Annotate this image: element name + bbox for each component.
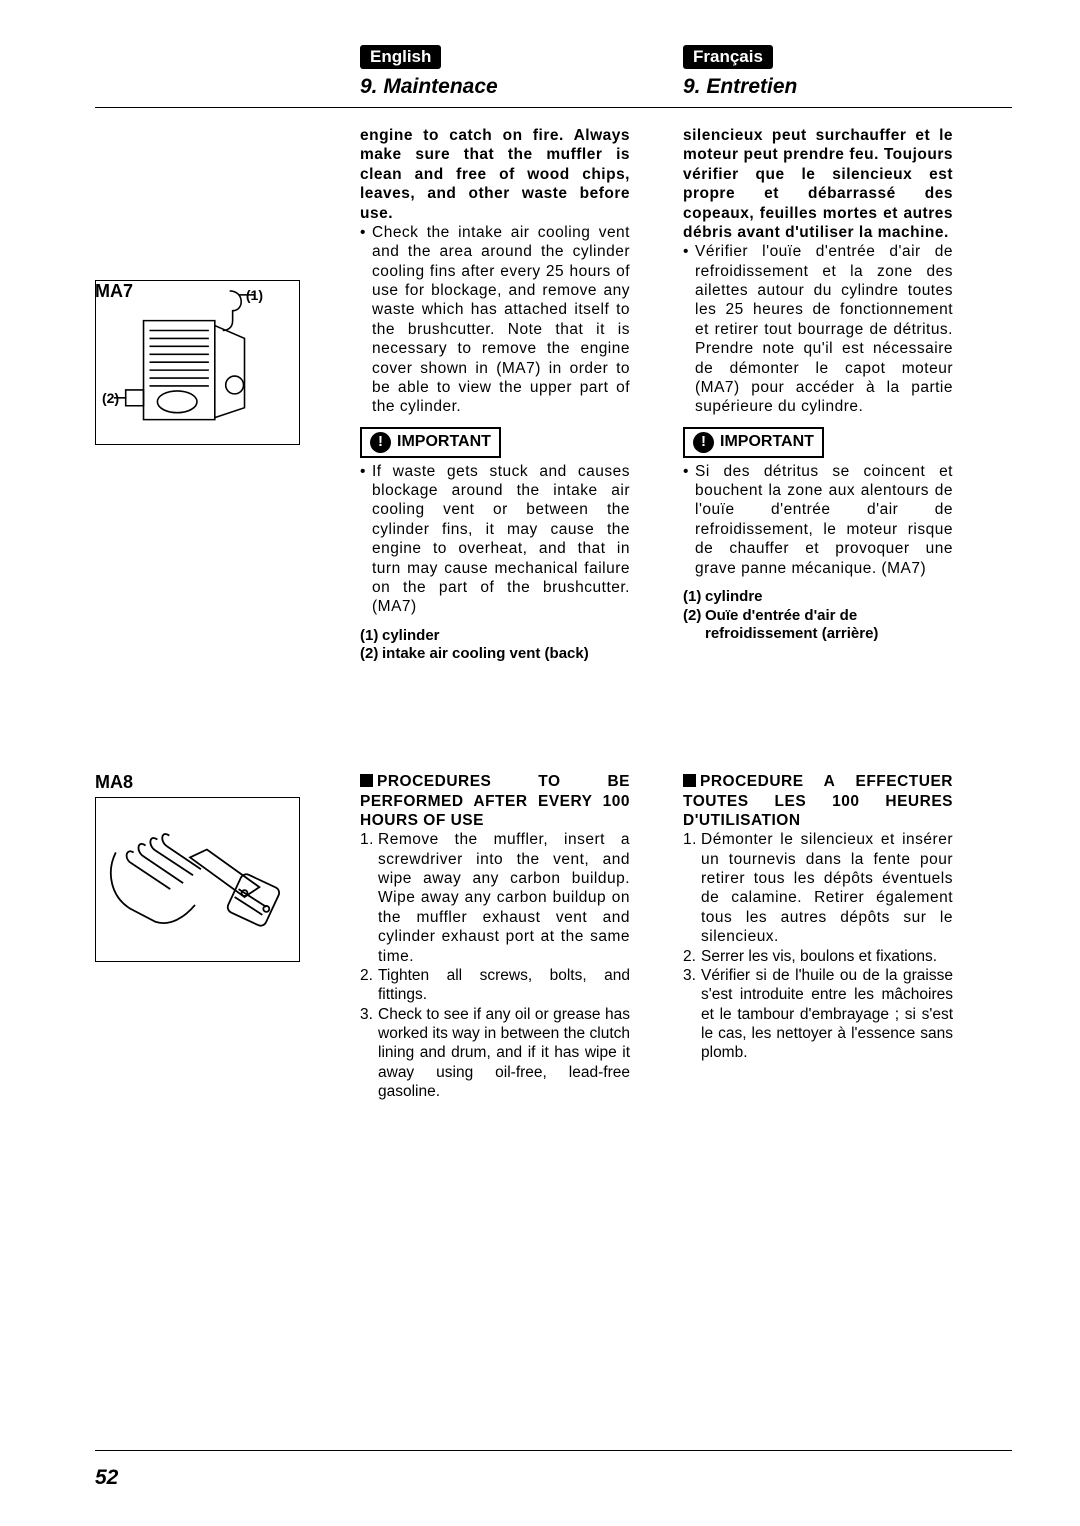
legend-en-1-num: (1) bbox=[360, 627, 382, 646]
important-label-en: IMPORTANT bbox=[397, 432, 491, 452]
legend-fr: (1)cylindre (2)Ouïe d'entrée d'air de re… bbox=[683, 588, 953, 644]
section-title-english: 9. Maintenace bbox=[360, 75, 630, 99]
engine-illustration-icon bbox=[96, 281, 299, 444]
proc-fr-1: Démonter le silencieux et insérer un tou… bbox=[683, 830, 953, 946]
check-text-fr: Vérifier l'ouïe d'entrée d'air de refroi… bbox=[683, 242, 953, 416]
page-number: 52 bbox=[95, 1466, 118, 1490]
section-title-french: 9. Entretien bbox=[683, 75, 953, 99]
header-english: English 9. Maintenace bbox=[360, 45, 630, 99]
lang-badge-english: English bbox=[360, 45, 441, 69]
important-box-en: ! IMPORTANT bbox=[360, 427, 501, 458]
content-row-1: MA7 (1) (2) bbox=[95, 126, 1012, 664]
sidebar-2: MA8 bbox=[95, 772, 360, 1101]
header: English 9. Maintenace Français 9. Entret… bbox=[360, 45, 1012, 99]
proc-en-1: Remove the muffler, insert a screwdriver… bbox=[360, 830, 630, 966]
sidebar: MA7 (1) (2) bbox=[95, 126, 360, 664]
intro-bold-fr: silencieux peut surchauffer et le moteur… bbox=[683, 126, 953, 242]
proc-head-en: PROCEDURES TO BE PERFORMED AFTER EVERY 1… bbox=[360, 772, 630, 830]
col-english-2: PROCEDURES TO BE PERFORMED AFTER EVERY 1… bbox=[360, 772, 630, 1101]
important-text-fr: Si des détritus se coincent et bouchent … bbox=[683, 462, 953, 578]
columns-1: engine to catch on fire. Always make sur… bbox=[360, 126, 1012, 664]
figure-ma8 bbox=[95, 797, 300, 962]
hand-screwdriver-icon bbox=[96, 798, 299, 961]
manual-page: English 9. Maintenace Français 9. Entret… bbox=[0, 0, 1080, 1526]
legend-fr-1: cylindre bbox=[705, 588, 763, 607]
legend-en-2-num: (2) bbox=[360, 645, 382, 664]
important-label-fr: IMPORTANT bbox=[720, 432, 814, 452]
legend-fr-1-num: (1) bbox=[683, 588, 705, 607]
proc-fr-2: Serrer les vis, boulons et fixations. bbox=[683, 947, 953, 966]
figure-ma7: (1) (2) bbox=[95, 280, 300, 445]
info-icon: ! bbox=[370, 432, 391, 453]
square-bullet-icon bbox=[683, 774, 696, 787]
proc-list-en: Remove the muffler, insert a screwdriver… bbox=[360, 830, 630, 1101]
figure-ma7-callout-1: (1) bbox=[246, 287, 263, 303]
proc-head-fr-text: PROCEDURE A EFFECTUER TOUTES LES 100 HEU… bbox=[683, 773, 953, 829]
proc-fr-3: Vérifier si de l'huile ou de la graisse … bbox=[683, 966, 953, 1063]
content-row-2: MA8 bbox=[95, 772, 1012, 1101]
proc-head-fr: PROCEDURE A EFFECTUER TOUTES LES 100 HEU… bbox=[683, 772, 953, 830]
legend-en: (1)cylinder (2)intake air cooling vent (… bbox=[360, 627, 630, 665]
proc-head-en-text: PROCEDURES TO BE PERFORMED AFTER EVERY 1… bbox=[360, 773, 630, 829]
proc-list-fr: Démonter le silencieux et insérer un tou… bbox=[683, 830, 953, 1063]
figure-label-ma8: MA8 bbox=[95, 772, 133, 792]
figure-ma7-callout-2: (2) bbox=[102, 390, 119, 406]
legend-fr-2: Ouïe d'entrée d'air de refroidissement (… bbox=[705, 607, 953, 645]
divider-top bbox=[95, 107, 1012, 108]
legend-fr-2-num: (2) bbox=[683, 607, 705, 645]
col-french-2: PROCEDURE A EFFECTUER TOUTES LES 100 HEU… bbox=[683, 772, 953, 1101]
intro-bold-en: engine to catch on fire. Always make sur… bbox=[360, 126, 630, 223]
lang-badge-french: Français bbox=[683, 45, 773, 69]
divider-bottom bbox=[95, 1450, 1012, 1451]
proc-en-2: Tighten all screws, bolts, and fittings. bbox=[360, 966, 630, 1005]
header-french: Français 9. Entretien bbox=[683, 45, 953, 99]
columns-2: PROCEDURES TO BE PERFORMED AFTER EVERY 1… bbox=[360, 772, 1012, 1101]
important-box-fr: ! IMPORTANT bbox=[683, 427, 824, 458]
legend-en-2: intake air cooling vent (back) bbox=[382, 645, 589, 664]
info-icon: ! bbox=[693, 432, 714, 453]
square-bullet-icon bbox=[360, 774, 373, 787]
proc-en-3: Check to see if any oil or grease has wo… bbox=[360, 1005, 630, 1102]
check-text-en: Check the intake air cooling vent and th… bbox=[360, 223, 630, 417]
important-text-en: If waste gets stuck and causes blockage … bbox=[360, 462, 630, 617]
col-english-1: engine to catch on fire. Always make sur… bbox=[360, 126, 630, 664]
col-french-1: silencieux peut surchauffer et le moteur… bbox=[683, 126, 953, 664]
legend-en-1: cylinder bbox=[382, 627, 440, 646]
